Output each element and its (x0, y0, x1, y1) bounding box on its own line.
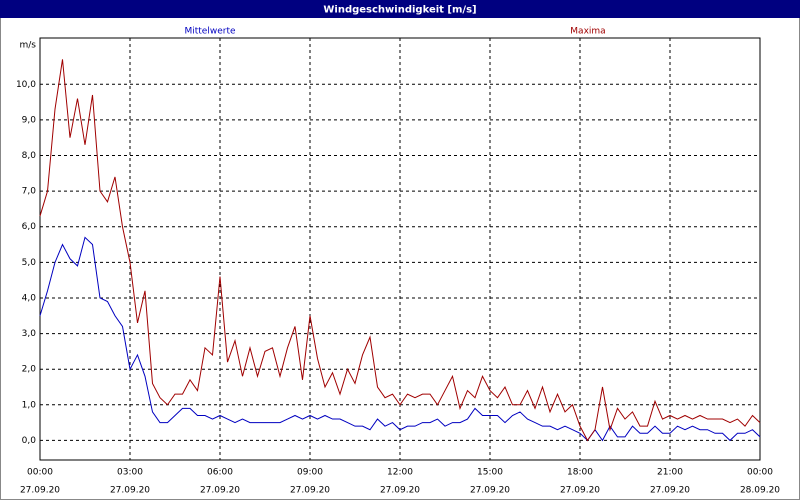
x-tick-date: 27.09.20 (380, 486, 420, 496)
legend-entry: Mittelwerte (184, 27, 235, 37)
x-tick-label: 09:00 (297, 468, 323, 478)
chart-title: Windgeschwindigkeit [m/s] (323, 5, 476, 16)
y-tick-label: 7,0 (22, 187, 37, 197)
plot-frame (39, 37, 761, 461)
x-tick-label: 00:00 (27, 468, 53, 478)
title-bar (0, 0, 800, 18)
x-tick-date: 27.09.20 (20, 486, 60, 496)
y-tick-label: 0,0 (22, 436, 37, 446)
x-tick-date: 27.09.20 (650, 486, 690, 496)
x-tick-date: 27.09.20 (290, 486, 330, 496)
x-tick-date: 28.09.20 (740, 486, 780, 496)
y-tick-label: 2,0 (22, 365, 37, 375)
y-tick-label: 5,0 (22, 258, 37, 268)
x-tick-date: 27.09.20 (470, 486, 510, 496)
x-tick-label: 03:00 (117, 468, 143, 478)
data-line (39, 236, 761, 442)
legend-entry: Maxima (570, 27, 605, 37)
x-tick-label: 21:00 (657, 468, 683, 478)
y-tick-label: 4,0 (22, 293, 37, 303)
y-tick-label: 6,0 (22, 222, 37, 232)
x-tick-label: 00:00 (747, 468, 773, 478)
x-tick-label: 06:00 (207, 468, 233, 478)
y-tick-label: 9,0 (22, 115, 37, 125)
y-unit: m/s (20, 41, 37, 51)
y-tick-label: 3,0 (22, 329, 37, 339)
x-tick-date: 27.09.20 (200, 486, 240, 496)
y-tick-label: 10,0 (16, 80, 36, 90)
y-tick-label: 1,0 (22, 400, 37, 410)
x-tick-date: 27.09.20 (560, 486, 600, 496)
x-tick-label: 18:00 (567, 468, 593, 478)
data-line (39, 59, 761, 442)
y-tick-label: 8,0 (22, 151, 37, 161)
x-tick-date: 27.09.20 (110, 486, 150, 496)
x-tick-label: 15:00 (477, 468, 503, 478)
x-tick-label: 12:00 (387, 468, 413, 478)
